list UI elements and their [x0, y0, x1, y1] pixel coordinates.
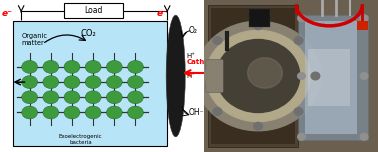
Ellipse shape	[166, 15, 185, 137]
FancyBboxPatch shape	[206, 59, 223, 93]
Ellipse shape	[127, 60, 143, 73]
Text: O₂: O₂	[188, 26, 197, 35]
Ellipse shape	[106, 60, 122, 73]
Ellipse shape	[127, 76, 143, 88]
FancyBboxPatch shape	[204, 0, 378, 152]
Circle shape	[213, 108, 222, 115]
Circle shape	[248, 58, 282, 88]
FancyBboxPatch shape	[13, 21, 167, 146]
Ellipse shape	[127, 91, 143, 104]
Text: H⁺: H⁺	[186, 73, 195, 79]
Ellipse shape	[43, 60, 59, 73]
Ellipse shape	[106, 91, 122, 104]
FancyBboxPatch shape	[208, 5, 298, 147]
FancyBboxPatch shape	[357, 21, 367, 30]
FancyBboxPatch shape	[211, 8, 294, 144]
Ellipse shape	[85, 91, 101, 104]
Circle shape	[311, 72, 320, 80]
Ellipse shape	[64, 60, 80, 73]
Ellipse shape	[106, 106, 122, 119]
FancyBboxPatch shape	[298, 15, 367, 140]
Text: H⁺: H⁺	[186, 53, 195, 59]
Ellipse shape	[22, 76, 37, 88]
Circle shape	[360, 73, 368, 79]
Circle shape	[294, 37, 303, 44]
Ellipse shape	[22, 106, 37, 119]
Circle shape	[360, 15, 368, 22]
Text: Organic
matter: Organic matter	[21, 33, 47, 46]
Circle shape	[216, 40, 300, 112]
Ellipse shape	[43, 76, 59, 88]
FancyBboxPatch shape	[64, 3, 123, 18]
Text: Cathode: Cathode	[187, 59, 220, 65]
Circle shape	[254, 122, 262, 130]
Ellipse shape	[22, 91, 37, 104]
FancyBboxPatch shape	[249, 9, 270, 27]
Ellipse shape	[64, 76, 80, 88]
Text: CO₂: CO₂	[81, 29, 96, 38]
Circle shape	[206, 30, 310, 122]
Circle shape	[360, 133, 368, 140]
Circle shape	[254, 22, 262, 30]
Text: OH⁻: OH⁻	[188, 108, 204, 117]
Text: e⁻: e⁻	[156, 9, 167, 18]
Ellipse shape	[22, 60, 37, 73]
Ellipse shape	[106, 76, 122, 88]
Ellipse shape	[85, 106, 101, 119]
FancyBboxPatch shape	[308, 49, 350, 106]
Circle shape	[213, 37, 222, 44]
Ellipse shape	[85, 76, 101, 88]
Text: Load: Load	[84, 6, 102, 15]
Ellipse shape	[43, 106, 59, 119]
Ellipse shape	[64, 106, 80, 119]
Circle shape	[195, 21, 321, 131]
Circle shape	[297, 15, 305, 22]
Circle shape	[294, 108, 303, 115]
Ellipse shape	[127, 106, 143, 119]
Text: Exoelectrogenic
bacteria: Exoelectrogenic bacteria	[59, 134, 102, 145]
Circle shape	[297, 73, 305, 79]
FancyBboxPatch shape	[305, 21, 357, 134]
Ellipse shape	[85, 60, 101, 73]
Ellipse shape	[64, 91, 80, 104]
Circle shape	[297, 133, 305, 140]
Ellipse shape	[43, 91, 59, 104]
Text: e⁻: e⁻	[2, 9, 13, 18]
